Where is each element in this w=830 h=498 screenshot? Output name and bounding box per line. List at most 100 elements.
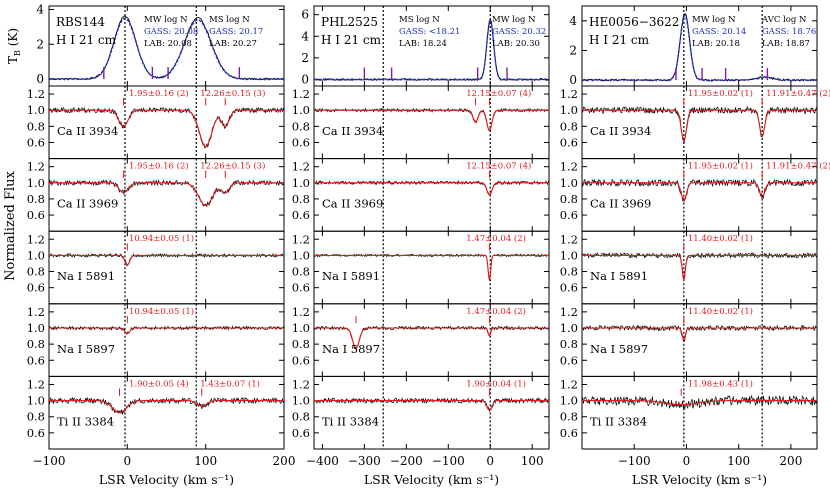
ion-frame [48,375,285,450]
ion-ytick-label: 0.8 [292,337,310,351]
x-tick-label: 100 [521,454,544,468]
ion-spectrum-line [581,105,818,144]
ion-spectrum-line [581,252,818,279]
ion-note: 1.90±0.05 (4) [129,378,189,389]
hi-ytick-label: 4 [569,14,577,28]
ion-ytick-label: 0.8 [27,337,45,351]
ion-ytick-label: 1.2 [560,377,578,391]
ion-panel: 0.6 0.8 1.0 1.2 1.95±0.16 (2) 12.26±0.15 (3) C… [27,85,285,160]
ion-note: 11.91±0.47 (2) [766,161,830,172]
hi-ytick-label: 4 [36,2,44,16]
hi-note-line: GASS: 20.14 [692,27,746,37]
ion-ytick-label: 0.8 [560,410,578,424]
ion-fit-line [49,327,284,335]
ion-ytick-label: 0.6 [27,281,45,295]
hi-ytick-label: 4 [301,29,309,43]
ion-panel: 0.6 0.8 1.0 1.2 10.94±0.05 (1) Na I 5897 [27,303,285,377]
sightline-label: HE0056−3622 [589,15,679,29]
ion-fit-line [582,400,817,406]
ion-note: 12.26±0.15 (3) [200,88,265,99]
ion-label: Ti II 3384 [57,414,114,428]
ion-ytick-label: 1.2 [560,87,578,101]
ion-label: Ca II 3969 [590,197,651,211]
hi-panel: 0 2 4 6 PHL2525 H I 21 cm MS log N GASS: <18.21… [301,5,550,87]
ion-label: Ca II 3934 [590,124,651,138]
ion-frame [313,375,550,450]
ion-ytick-label: 1.0 [292,176,310,190]
ion-ytick-label: 1.2 [292,305,310,319]
ion-fit-line [314,400,549,411]
hi-note-line: MW log N [692,15,736,25]
x-tick-label: −100 [618,454,651,468]
ion-ytick-label: 0.8 [292,192,310,206]
x-tick-label: 100 [727,454,750,468]
hi-note-line: MS log N [209,15,250,25]
ion-fit-line [49,109,284,148]
ion-ytick-label: 1.0 [560,176,578,190]
ion-note: 10.94±0.05 (1) [129,306,194,317]
ion-ytick-label: 1.0 [292,394,310,408]
ion-note: 11.95±0.02 (1) [688,88,753,99]
column-phl2525: 0 2 4 6 PHL2525 H I 21 cm MS log N GASS: <18.21… [292,5,550,487]
ion-ytick-label: 0.8 [292,265,310,279]
ion-fit-line [314,254,549,280]
x-tick-label: 200 [273,454,296,468]
x-tick-label: −100 [432,454,465,468]
ion-ytick-label: 1.0 [292,103,310,117]
ion-panel: 0.6 0.8 1.0 1.2 1.90±0.05 (4) 1.43±0.07 (1) Ti… [27,375,285,450]
hi-ytick-label: 0 [36,72,44,86]
ion-note: 12.15±0.07 (4) [466,88,531,99]
ion-panel: 0.6 0.8 1.0 1.2 11.95±0.02 (1) 11.91±0.47 (2)… [560,158,830,232]
sightline-label: PHL2525 [321,15,378,29]
ion-spectrum-line [581,178,818,203]
ion-ytick-label: 0.8 [560,192,578,206]
ion-ytick-label: 0.6 [27,208,45,222]
hi-ytick-label: 2 [36,37,44,51]
ion-ytick-label: 0.6 [292,426,310,440]
hi-note-line: GASS: 18.76 [762,27,816,37]
hi-panel: 0 2 4 RBS144 H I 21 cm MW log N GASS: 20.08 LAB… [6,2,285,87]
hi-note-line: LAB: 20.27 [209,39,257,49]
ion-panel: 0.6 0.8 1.0 1.2 11.98±0.43 (1) Ti II 3384 [560,375,818,450]
ion-note: 11.91±0.47 (2) [766,88,830,99]
hi-ytick-label: 2 [569,43,577,57]
ion-note: 1.95±0.16 (2) [129,161,189,172]
x-tick-label: −300 [348,454,381,468]
hi-note-line: GASS: 20.08 [144,27,198,37]
hi-model-line [582,14,817,81]
ion-ytick-label: 0.6 [27,135,45,149]
ion-ytick-label: 0.6 [560,135,578,149]
ion-fit-line [49,182,284,206]
hi-note-line: GASS: 20.17 [209,27,263,37]
ion-note: 11.40±0.02 (1) [688,233,753,244]
x-axis-title: LSR Velocity (km s⁻¹) [632,472,767,487]
hi-ytick-label: 0 [301,73,309,87]
ion-ytick-label: 1.2 [27,87,45,101]
hi-note-line: MW log N [492,15,536,25]
hi-note-line: AVC log N [761,15,807,25]
hi-21cm-label: H I 21 cm [56,33,117,47]
ion-label: Na I 5897 [590,342,648,356]
ion-fit-line [314,182,549,196]
ion-ytick-label: 1.2 [27,377,45,391]
hi-21cm-label: H I 21 cm [321,33,382,47]
ion-panel: 0.6 0.8 1.0 1.2 11.95±0.02 (1) 11.91±0.47 (2)… [560,85,830,160]
ion-fit-line [582,109,817,142]
ion-label: Ti II 3384 [590,414,647,428]
ion-ytick-label: 1.0 [560,321,578,335]
x-tick-label: −200 [390,454,423,468]
x-tick-label: −400 [306,454,339,468]
x-axis-title: LSR Velocity (km s⁻¹) [364,472,499,487]
column-he0056: 0 2 4 HE0056−3622 H I 21 cm MW log N GASS: 20.… [560,5,830,487]
ion-label: Na I 5897 [322,342,380,356]
ion-frame [581,375,818,450]
ion-ytick-label: 1.2 [27,305,45,319]
ion-panel: 0.6 0.8 1.0 1.2 12.15±0.07 (4) Ca II 3934 [292,85,550,160]
ion-label: Ca II 3969 [57,197,118,211]
ion-note: 12.26±0.15 (3) [200,161,265,172]
hi-note-line: LAB: 20.18 [692,39,740,49]
ion-spectrum-line [581,394,818,410]
ion-panel: 0.6 0.8 1.0 1.2 1.90±0.04 (1) Ti II 3384 [292,375,550,450]
ion-label: Ca II 3934 [57,124,118,138]
